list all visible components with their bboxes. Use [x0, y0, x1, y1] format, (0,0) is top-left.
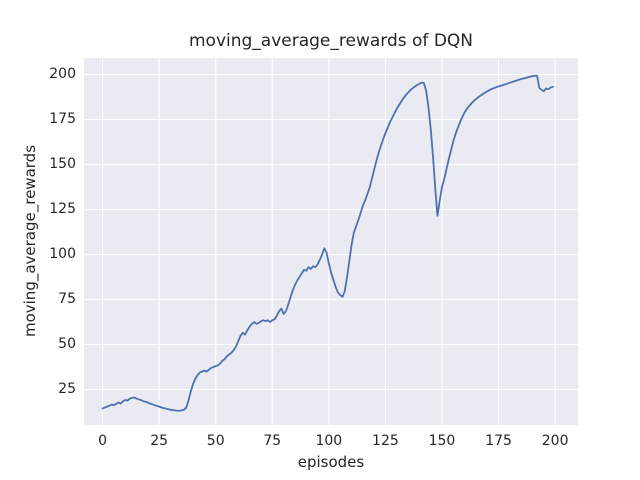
x-tick-label: 100 [315, 433, 343, 449]
y-tick-label: 150 [49, 155, 76, 172]
plot-area [84, 58, 578, 425]
chart-title: moving_average_rewards of DQN [188, 31, 474, 51]
y-tick-label: 125 [49, 200, 76, 217]
x-axis-label: episodes [297, 453, 365, 471]
x-tick-label: 200 [541, 433, 569, 449]
x-tick-label: 150 [428, 433, 456, 449]
grid-layer [84, 58, 578, 425]
y-axis-label: moving_average_rewards [21, 144, 39, 338]
y-tick-label: 50 [58, 335, 76, 352]
y-tick-label: 175 [49, 110, 76, 127]
x-tick-label: 50 [206, 433, 225, 449]
x-tick-label: 75 [263, 433, 282, 449]
series-line-dqn [101, 74, 554, 412]
x-tick-label: 175 [485, 433, 512, 449]
x-tick-label: 0 [98, 433, 107, 449]
x-tick-label: 25 [150, 433, 169, 449]
y-tick-label: 200 [49, 65, 76, 82]
y-tick-label: 100 [49, 245, 76, 262]
series-layer [101, 74, 554, 412]
y-tick-label: 25 [58, 380, 76, 397]
x-tick-label: 125 [372, 433, 399, 449]
y-tick-label: 75 [58, 290, 76, 307]
